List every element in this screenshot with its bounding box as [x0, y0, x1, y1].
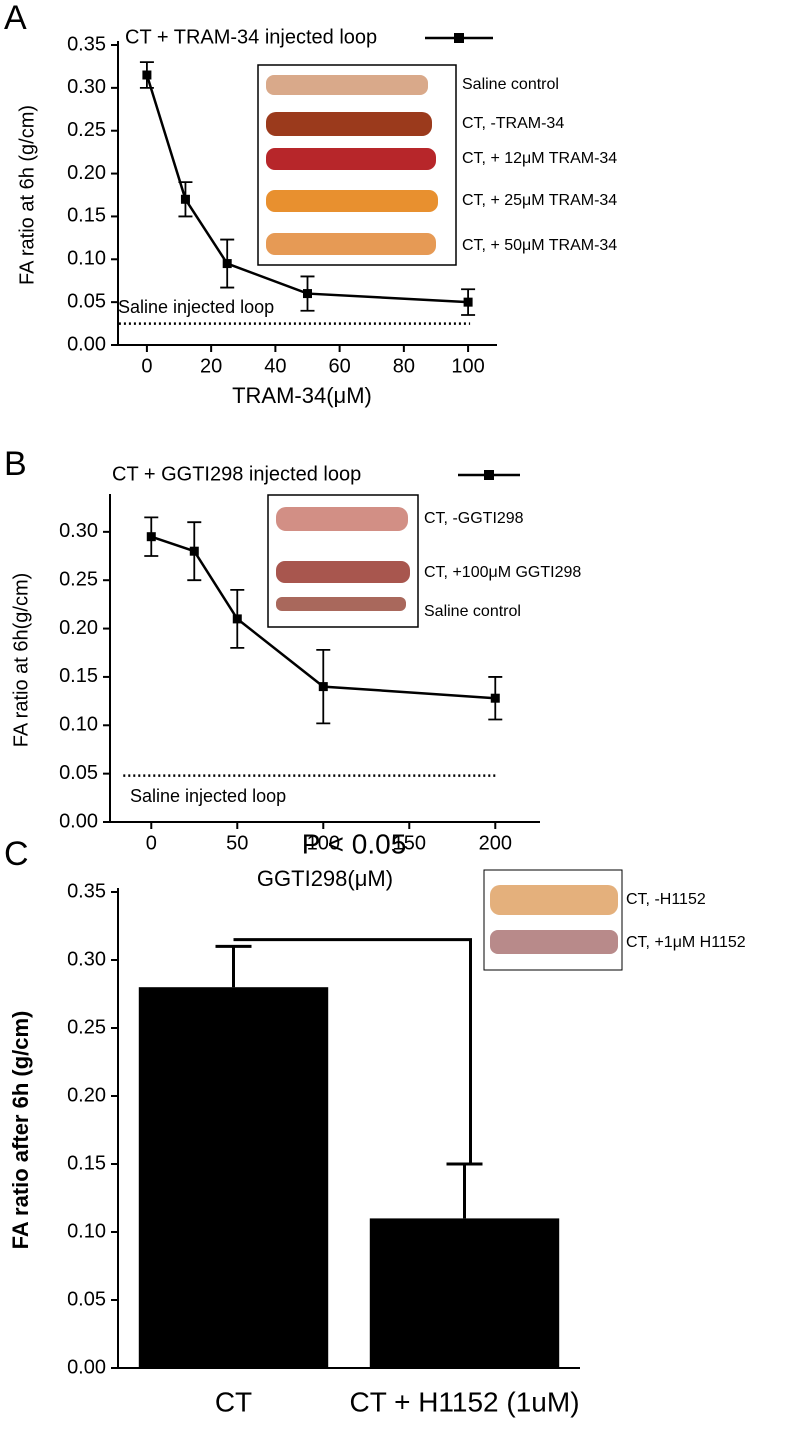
panel-label: B [4, 445, 27, 483]
x-tick-label: 40 [264, 355, 286, 377]
y-axis-title: FA ratio at 6h (g/cm) [16, 105, 38, 285]
data-point [142, 70, 152, 80]
y-tick-label: 0.00 [67, 333, 106, 355]
photo [266, 190, 438, 212]
x-tick-label: CT [215, 1386, 252, 1417]
data-point [222, 259, 232, 269]
y-tick-label: 0.20 [59, 617, 98, 639]
inset-label: CT, +100μM GGTI298 [424, 564, 581, 581]
data-point [303, 289, 312, 299]
data-point [180, 194, 190, 204]
x-tick-label: 0 [141, 355, 152, 377]
significance-bracket [233, 938, 472, 1164]
reference-label: Saline injected loop [130, 786, 286, 806]
data-point [232, 614, 242, 624]
inset-b: CT, -GGTI298 CT, +100μM GGTI298 Saline c… [267, 494, 581, 628]
y-tick-label: 0.00 [67, 1356, 106, 1378]
x-tick-label: 200 [479, 832, 512, 854]
y-tick-label: 0.05 [67, 290, 106, 312]
x-axis-title: TRAM-34(μM) [232, 383, 372, 408]
y-tick-label: 0.05 [59, 762, 98, 784]
x-tick-label: 20 [200, 355, 222, 377]
x-tick-label: 60 [328, 355, 350, 377]
legend-label: CT + TRAM-34 injected loop [125, 26, 377, 48]
y-tick-label: 0.25 [67, 1016, 106, 1038]
y-tick-label: 0.15 [59, 665, 98, 687]
y-tick-label: 0.35 [67, 33, 106, 55]
legend-marker [454, 33, 464, 43]
legend-label: CT + GGTI298 injected loop [112, 463, 361, 485]
x-tick-label: 50 [226, 832, 248, 854]
inset-a: Saline control CT, -TRAM-34 CT, + 12μM T… [257, 64, 617, 266]
y-tick-label: 0.30 [67, 76, 106, 98]
bar [369, 1218, 560, 1368]
inset-c: CT, -H1152 CT, +1μM H1152 [483, 869, 746, 971]
x-tick-label: 0 [146, 832, 157, 854]
y-tick-label: 0.10 [59, 714, 98, 736]
data-point [463, 297, 473, 307]
inset-label: CT, + 50μM TRAM-34 [462, 237, 617, 254]
legend-marker [484, 470, 494, 480]
reference-label: Saline injected loop [118, 297, 274, 317]
panel-label: C [4, 835, 29, 873]
x-tick-label: CT + H1152 (1uM) [349, 1386, 579, 1417]
photo [490, 885, 618, 915]
y-tick-label: 0.30 [67, 948, 106, 970]
error-bar [215, 944, 252, 988]
inset-label: CT, + 25μM TRAM-34 [462, 192, 617, 209]
data-point [318, 682, 328, 692]
y-axis-title: FA ratio after 6h (g/cm) [8, 1011, 33, 1250]
data-point [490, 693, 500, 703]
y-tick-label: 0.20 [67, 1084, 106, 1106]
x-tick-label: 80 [393, 355, 415, 377]
inset-label: CT, -GGTI298 [424, 510, 524, 527]
photo [266, 112, 432, 136]
y-tick-label: 0.05 [67, 1288, 106, 1310]
x-axis-title: GGTI298(μM) [257, 866, 393, 891]
data-point [146, 532, 156, 542]
x-tick-label: 150 [393, 832, 426, 854]
y-tick-label: 0.00 [59, 810, 98, 832]
data-point [189, 546, 199, 556]
inset-label: CT, + 12μM TRAM-34 [462, 150, 617, 167]
photo [276, 597, 406, 611]
bar [138, 987, 329, 1368]
y-tick-label: 0.20 [67, 162, 106, 184]
y-tick-label: 0.10 [67, 1220, 106, 1242]
y-tick-label: 0.15 [67, 1152, 106, 1174]
photo [266, 75, 428, 95]
inset-label: Saline control [424, 603, 521, 620]
inset-label: CT, -TRAM-34 [462, 115, 564, 132]
photo [266, 233, 436, 255]
y-axis-title: FA ratio at 6h(g/cm) [10, 573, 32, 748]
photo [276, 561, 410, 583]
y-tick-label: 0.25 [67, 119, 106, 141]
x-tick-label: 100 [451, 355, 484, 377]
photo [490, 930, 618, 954]
y-tick-label: 0.25 [59, 568, 98, 590]
y-tick-label: 0.30 [59, 520, 98, 542]
inset-label: CT, -H1152 [626, 891, 706, 908]
photo [266, 148, 436, 170]
error-bar [446, 1162, 483, 1219]
panel-label: A [4, 0, 27, 37]
y-tick-label: 0.15 [67, 205, 106, 227]
y-tick-label: 0.10 [67, 248, 106, 270]
x-tick-label: 100 [307, 832, 340, 854]
y-tick-label: 0.35 [67, 880, 106, 902]
inset-label: CT, +1μM H1152 [626, 934, 746, 951]
inset-label: Saline control [462, 76, 559, 93]
photo [276, 507, 408, 531]
annotation: P < 0.05 [302, 828, 407, 859]
